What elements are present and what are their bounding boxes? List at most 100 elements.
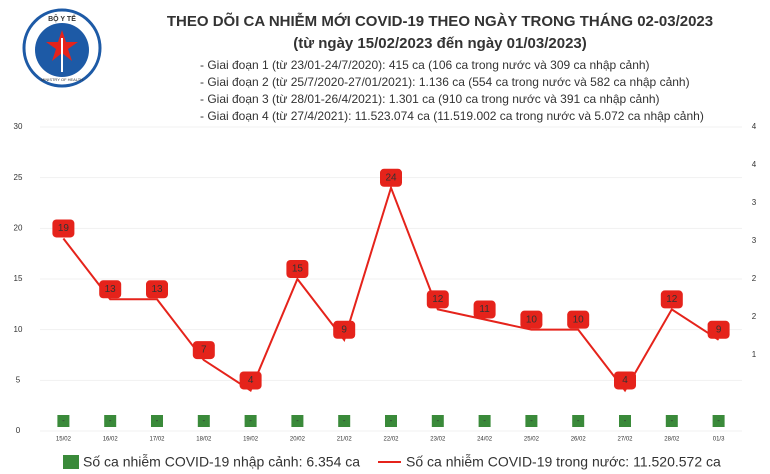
value-label-box	[151, 415, 163, 427]
value-label: 7	[201, 345, 207, 356]
y-tick-label: 15	[14, 274, 23, 283]
value-label-box	[192, 341, 215, 360]
value-label-box	[99, 280, 122, 299]
y2-tick-label: 4	[752, 122, 757, 131]
y-tick-label: 5	[16, 375, 21, 384]
value-label: -	[530, 416, 533, 425]
value-label: -	[109, 416, 112, 425]
value-label: -	[296, 416, 299, 425]
legend-swatch	[63, 455, 79, 469]
value-label: -	[62, 416, 65, 425]
value-label-box	[380, 168, 402, 187]
value-label: -	[670, 416, 673, 425]
value-label: -	[390, 416, 393, 425]
x-tick-label: 21/02	[337, 437, 353, 443]
value-label-box	[572, 415, 585, 427]
value-label: 4	[622, 375, 628, 386]
y2-tick-label: 2	[752, 274, 757, 283]
logo-text: BỘ Y TẾ	[48, 13, 76, 23]
x-tick-label: 24/02	[477, 437, 493, 443]
value-label-box	[665, 415, 678, 427]
y2-tick-label: 4	[752, 160, 757, 169]
chart-subtitle: (từ ngày 15/02/2023 đến ngày 01/03/2023)	[293, 35, 587, 52]
value-label-box	[619, 415, 631, 427]
value-label-box	[333, 320, 356, 339]
x-tick-label: 25/02	[524, 437, 540, 443]
value-label-box	[385, 415, 397, 427]
value-label: -	[436, 416, 439, 425]
value-label-box	[239, 371, 262, 390]
value-label: 19	[58, 223, 70, 234]
value-label-box	[431, 415, 444, 427]
value-label-box	[660, 290, 683, 309]
value-label: 4	[248, 375, 254, 386]
value-label: 12	[432, 294, 444, 305]
value-label: 13	[151, 284, 163, 295]
value-label-box	[104, 415, 117, 427]
logo: BỘ Y TẾ MINISTRY OF HEALTH	[22, 8, 102, 88]
value-label-box	[291, 415, 304, 427]
x-tick-label: 28/02	[664, 437, 680, 443]
value-label: 10	[526, 314, 538, 325]
y2-tick-label: 2	[752, 312, 757, 321]
value-label-box	[567, 310, 590, 329]
value-label: 24	[385, 172, 397, 183]
x-tick-label: 17/02	[149, 437, 165, 443]
x-tick-label: 16/02	[103, 437, 119, 443]
note: - Giai đoạn 4 (từ 27/4/2021): 11.523.074…	[200, 109, 704, 123]
value-label: 9	[341, 324, 347, 335]
logo-subtext: MINISTRY OF HEALTH	[41, 77, 83, 82]
value-label-box	[146, 280, 168, 299]
value-label-box	[707, 320, 730, 339]
value-label: -	[202, 416, 205, 425]
x-tick-label: 26/02	[571, 437, 587, 443]
y-tick-label: 25	[14, 173, 23, 182]
value-label: 11	[479, 304, 490, 315]
value-label: 13	[105, 284, 117, 295]
x-tick-label: 01/3	[713, 437, 725, 443]
note: - Giai đoạn 1 (từ 23/01-24/7/2020): 415 …	[200, 58, 650, 72]
y-tick-label: 20	[14, 223, 23, 232]
value-label-box	[525, 415, 538, 427]
value-label-box	[473, 300, 496, 319]
y-tick-label: 0	[16, 426, 21, 435]
y-tick-label: 10	[14, 325, 23, 334]
value-label: 15	[292, 264, 304, 275]
value-label-box	[197, 415, 210, 427]
legend-label: Số ca nhiễm COVID-19 nhập cảnh: 6.354 ca	[83, 454, 360, 470]
value-label: -	[577, 416, 580, 425]
value-label: -	[249, 416, 252, 425]
value-label-box	[52, 219, 75, 238]
value-label: -	[717, 416, 720, 425]
x-tick-label: 20/02	[290, 437, 306, 443]
x-tick-label: 27/02	[617, 437, 633, 443]
x-tick-label: 18/02	[196, 437, 212, 443]
value-label-box	[478, 415, 491, 427]
y2-tick-label: 3	[752, 198, 757, 207]
value-label: -	[624, 416, 627, 425]
value-label-box	[712, 415, 725, 427]
y2-tick-label: 3	[752, 236, 757, 245]
value-label-box	[614, 371, 636, 390]
value-label-box	[57, 415, 70, 427]
value-label: 9	[716, 324, 722, 335]
note: - Giai đoạn 3 (từ 28/01-26/4/2021): 1.30…	[200, 92, 660, 106]
y-tick-label: 30	[14, 122, 23, 131]
value-label-box	[244, 415, 257, 427]
chart-title: THEO DÕI CA NHIỄM MỚI COVID-19 THEO NGÀY…	[167, 12, 713, 30]
value-label: 10	[573, 314, 585, 325]
x-tick-label: 23/02	[430, 437, 446, 443]
value-label: -	[483, 416, 486, 425]
legend-label: Số ca nhiễm COVID-19 trong nước: 11.520.…	[406, 454, 721, 470]
value-label-box	[286, 260, 309, 278]
x-tick-label: 22/02	[383, 437, 399, 443]
value-label-box	[338, 415, 351, 427]
y2-tick-label: 1	[752, 350, 757, 359]
line	[62, 184, 720, 393]
x-tick-label: 19/02	[243, 437, 259, 443]
note: - Giai đoạn 2 (từ 25/7/2020-27/01/2021):…	[200, 75, 690, 89]
x-tick-label: 15/02	[56, 437, 72, 443]
value-label: 12	[666, 294, 678, 305]
